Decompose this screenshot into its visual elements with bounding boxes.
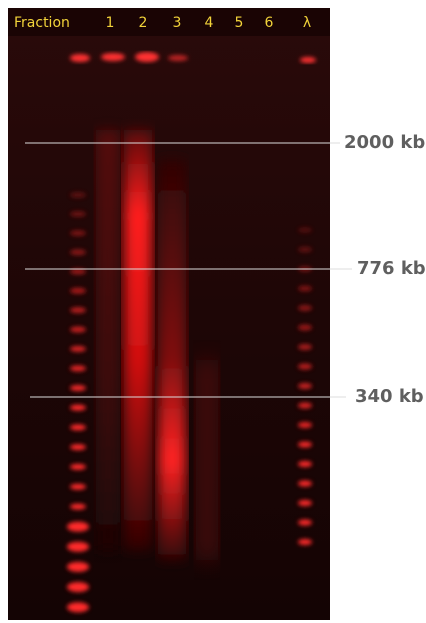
ladder-band (70, 287, 86, 294)
ladder-band (70, 345, 86, 352)
ladder-band (70, 211, 86, 218)
ladder-band (298, 363, 312, 370)
fraction-label: Fraction (14, 15, 70, 31)
smears (96, 130, 218, 560)
marker-label: 776 kb (357, 258, 426, 279)
ladder-band (70, 230, 86, 237)
lane-label: 6 (265, 15, 274, 31)
ladder-band (67, 582, 89, 592)
ladder-band (67, 521, 89, 532)
ladder-band (70, 483, 86, 490)
ladder-band (298, 441, 312, 448)
marker-label: 2000 kb (344, 132, 425, 153)
lane-label: 3 (173, 15, 182, 31)
ladder-band (67, 541, 89, 552)
ladder-band (70, 249, 86, 256)
ladder-band (298, 461, 312, 467)
ladder-band (70, 192, 86, 198)
ladders (67, 192, 312, 613)
ladder-band (298, 305, 312, 311)
ladder-band (298, 246, 312, 253)
ladder-band (298, 383, 312, 389)
ladder-band (67, 602, 89, 613)
ladder-band (298, 402, 312, 409)
ladder-band (70, 444, 86, 451)
lane-label: 5 (235, 15, 244, 31)
ladder-band (70, 503, 86, 510)
ladder-band (298, 344, 312, 350)
ladder-band (298, 500, 312, 506)
ladder-band (298, 480, 312, 487)
ladder-band (70, 268, 86, 275)
gel-header (8, 8, 330, 36)
ladder-band (70, 326, 86, 333)
wells (70, 52, 316, 63)
ladder-band (70, 404, 86, 411)
ladder-band (298, 519, 312, 526)
marker-label: 340 kb (355, 386, 424, 407)
lane-label: 2 (139, 15, 148, 31)
ladder-band (298, 539, 312, 545)
ladder-band (70, 365, 86, 372)
lane-label: λ (303, 15, 311, 31)
ladder-band (298, 227, 312, 233)
ladder-band (67, 561, 89, 572)
ladder-band (298, 324, 312, 331)
lane-label: 4 (205, 15, 214, 31)
ladder-band (70, 307, 86, 314)
ladder-band (70, 385, 86, 391)
marker-lines (25, 142, 352, 398)
ladder-band (298, 422, 312, 428)
ladder-band (70, 424, 86, 431)
ladder-band (70, 463, 86, 470)
ladder-band (298, 285, 312, 292)
lane-label: 1 (106, 15, 115, 31)
